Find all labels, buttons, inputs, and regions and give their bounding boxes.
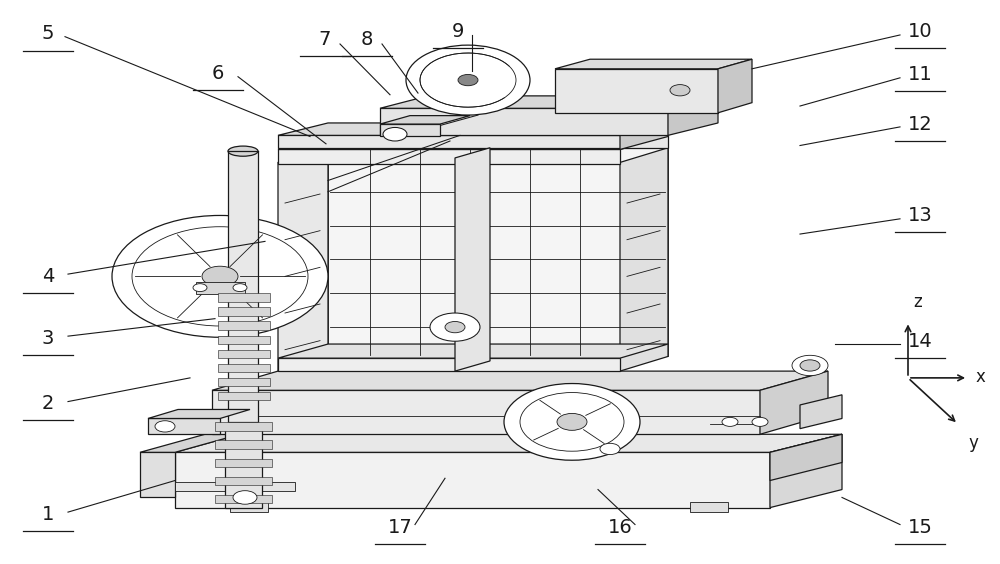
Text: z: z [913, 293, 922, 311]
Text: 17: 17 [388, 518, 412, 537]
Polygon shape [555, 59, 752, 69]
Polygon shape [668, 96, 718, 135]
Text: 10: 10 [908, 21, 932, 41]
Circle shape [445, 321, 465, 333]
Polygon shape [218, 378, 270, 386]
Text: 5: 5 [42, 24, 54, 43]
Text: 8: 8 [361, 30, 373, 49]
Circle shape [232, 417, 248, 426]
Polygon shape [140, 434, 240, 452]
Polygon shape [215, 477, 272, 485]
Polygon shape [328, 148, 668, 356]
Text: 14: 14 [908, 332, 932, 351]
Text: y: y [968, 434, 978, 452]
Circle shape [792, 355, 828, 376]
Text: 4: 4 [42, 267, 54, 286]
Polygon shape [620, 148, 668, 371]
Text: 7: 7 [319, 30, 331, 49]
Polygon shape [620, 123, 668, 149]
Polygon shape [196, 282, 245, 294]
Text: 15: 15 [908, 518, 932, 537]
Polygon shape [218, 293, 270, 302]
Polygon shape [218, 321, 270, 330]
Polygon shape [278, 149, 620, 164]
Polygon shape [148, 418, 220, 434]
Polygon shape [175, 482, 230, 491]
Polygon shape [278, 148, 328, 371]
Circle shape [233, 491, 257, 504]
Polygon shape [230, 502, 268, 512]
Text: 11: 11 [908, 65, 932, 84]
Polygon shape [215, 459, 272, 467]
Circle shape [600, 443, 620, 455]
Circle shape [193, 284, 207, 292]
Polygon shape [175, 434, 842, 452]
Circle shape [458, 74, 478, 86]
Polygon shape [218, 364, 270, 372]
Polygon shape [770, 434, 842, 481]
Text: 13: 13 [908, 206, 932, 225]
Polygon shape [380, 116, 470, 124]
Polygon shape [218, 336, 270, 344]
Polygon shape [278, 358, 620, 371]
Polygon shape [380, 124, 440, 136]
Circle shape [752, 417, 768, 426]
Text: 12: 12 [908, 114, 932, 134]
Polygon shape [212, 371, 828, 390]
Polygon shape [555, 69, 718, 113]
Circle shape [670, 85, 690, 96]
Polygon shape [215, 440, 272, 449]
Polygon shape [690, 502, 728, 512]
Circle shape [202, 266, 238, 287]
Polygon shape [218, 350, 270, 358]
Circle shape [430, 313, 480, 341]
Polygon shape [278, 123, 668, 135]
Polygon shape [148, 409, 250, 418]
Ellipse shape [228, 146, 258, 156]
Text: 6: 6 [212, 64, 224, 83]
Circle shape [155, 421, 175, 432]
Polygon shape [228, 422, 258, 426]
Circle shape [800, 360, 820, 371]
Polygon shape [218, 392, 270, 400]
Text: x: x [976, 368, 986, 386]
Circle shape [504, 384, 640, 460]
Circle shape [406, 45, 530, 115]
Circle shape [112, 215, 328, 337]
Text: 3: 3 [42, 329, 54, 348]
Polygon shape [455, 148, 490, 371]
Polygon shape [380, 108, 668, 135]
Circle shape [383, 127, 407, 141]
Text: 1: 1 [42, 505, 54, 524]
Text: 9: 9 [452, 21, 464, 41]
Polygon shape [380, 96, 718, 108]
Polygon shape [228, 151, 258, 424]
Polygon shape [218, 307, 270, 316]
Polygon shape [215, 495, 272, 503]
Polygon shape [240, 482, 295, 491]
Circle shape [722, 417, 738, 426]
Circle shape [557, 413, 587, 430]
Polygon shape [175, 452, 770, 508]
Polygon shape [215, 422, 272, 431]
Polygon shape [770, 434, 842, 508]
Polygon shape [800, 395, 842, 429]
Text: 2: 2 [42, 394, 54, 413]
Text: 16: 16 [608, 518, 632, 537]
Polygon shape [760, 371, 828, 434]
Circle shape [233, 284, 247, 292]
Polygon shape [225, 424, 262, 508]
Polygon shape [278, 136, 668, 149]
Polygon shape [140, 452, 175, 497]
Polygon shape [278, 135, 668, 148]
Polygon shape [212, 390, 760, 434]
Polygon shape [278, 344, 668, 358]
Polygon shape [718, 59, 752, 113]
